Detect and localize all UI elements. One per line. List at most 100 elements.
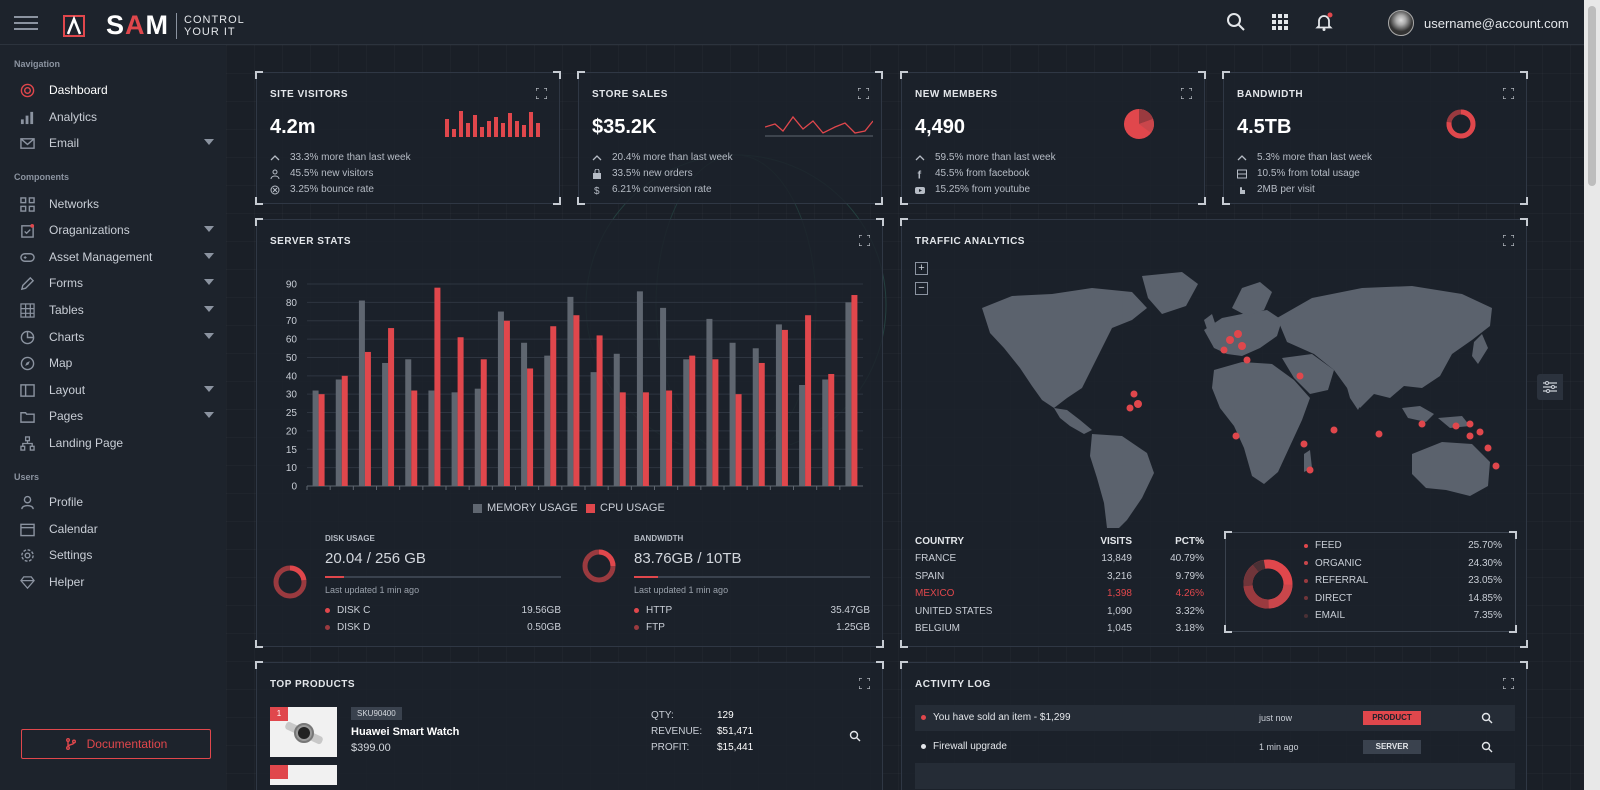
nav-section-title: Components [14, 172, 69, 182]
expand-icon[interactable] [1503, 235, 1514, 246]
search-icon[interactable] [1481, 741, 1493, 753]
svg-text:$: $ [594, 186, 600, 195]
nav-item-email[interactable]: Email [20, 133, 220, 153]
bell-icon[interactable] [1314, 12, 1334, 32]
source-label: FEED [1304, 540, 1342, 551]
nav-item-helper[interactable]: Helper [20, 572, 220, 592]
y-tick-label: 50 [286, 353, 298, 364]
nav-item-calendar[interactable]: Calendar [20, 519, 220, 539]
profit-label: PROFIT: [651, 742, 690, 753]
logo[interactable]: SAM CONTROL YOUR IT [62, 10, 245, 41]
nav-item-dashboard[interactable]: Dashboard [20, 80, 220, 100]
world-map[interactable] [942, 258, 1502, 528]
memory-bar [358, 300, 365, 486]
nav-item-charts[interactable]: Charts [20, 327, 220, 347]
nav-item-forms[interactable]: Forms [20, 273, 220, 293]
gear-icon [21, 548, 34, 562]
activity-row[interactable] [915, 763, 1515, 789]
nav-item-layout[interactable]: Layout [20, 380, 220, 400]
menu-icon[interactable] [14, 16, 38, 30]
nav-item-analytics[interactable]: Analytics [20, 107, 220, 127]
page-scrollbar[interactable] [1584, 0, 1600, 790]
server-stats-panel: SERVER STATS 0 10 15 20 25 30 40 50 60 70 80 90 MEM… [255, 218, 884, 648]
organizations-icon [21, 223, 35, 238]
source-value: 23.05% [1468, 575, 1502, 586]
panel-title: ACTIVITY LOG [915, 679, 991, 690]
nav-item-pages[interactable]: Pages [20, 406, 220, 426]
activity-row[interactable]: You have sold an item - $1,299 just now … [915, 705, 1515, 731]
expand-icon[interactable] [1503, 678, 1514, 689]
source-label: ORGANIC [1304, 558, 1362, 569]
nav-item-profile[interactable]: Profile [20, 492, 220, 512]
product-name[interactable]: Huawei Smart Watch [351, 726, 460, 738]
http-value: 35.47GB [830, 605, 870, 616]
activity-tag-server[interactable]: SERVER [1363, 740, 1421, 754]
sidebar: Navigation Dashboard Analytics Email Com… [0, 45, 226, 790]
chevron-down-icon[interactable] [204, 333, 214, 339]
http-label: HTTP [634, 605, 672, 616]
country-cell: FRANCE [915, 553, 957, 564]
user-menu[interactable]: username@account.com [1388, 10, 1569, 36]
activity-tag-product[interactable]: PRODUCT [1363, 711, 1421, 725]
memory-bar [636, 291, 643, 486]
search-icon[interactable] [849, 730, 861, 742]
activity-row[interactable]: Firewall upgrade 1 min ago SERVER [915, 734, 1515, 760]
expand-icon[interactable] [859, 678, 870, 689]
nav-item-organizations[interactable]: Oraganizations [20, 220, 220, 240]
disk-c-value: 19.56GB [521, 605, 561, 616]
chevron-down-icon[interactable] [204, 279, 214, 285]
apps-grid-icon[interactable] [1270, 12, 1290, 32]
map-zoom-in-button[interactable]: + [915, 262, 928, 275]
chevron-down-icon[interactable] [204, 139, 214, 145]
search-icon[interactable] [1481, 712, 1493, 724]
cpu-bar [642, 392, 649, 486]
settings-toggle-button[interactable] [1537, 374, 1563, 400]
expand-icon[interactable] [859, 235, 870, 246]
documentation-button[interactable]: Documentation [21, 729, 211, 759]
map-zoom-out-button[interactable]: − [915, 282, 928, 295]
visits-cell: 3,216 [1106, 570, 1132, 582]
nav-item-landing-page[interactable]: Landing Page [20, 433, 220, 453]
card-value: 4,490 [915, 116, 966, 138]
search-icon[interactable] [1226, 12, 1246, 32]
visits-cell: 1,045 [1106, 623, 1132, 634]
cpu-bar [503, 320, 510, 486]
bandwidth-value: 83.76GB / 10TB [634, 550, 742, 567]
memory-bar [683, 359, 690, 486]
chevron-down-icon[interactable] [204, 412, 214, 418]
smart-watch-image [285, 721, 323, 745]
visits-cell: 1,398 [1106, 588, 1132, 599]
disk-updated: Last updated 1 min ago [325, 585, 420, 595]
scrollbar-thumb[interactable] [1588, 6, 1596, 186]
nav-item-networks[interactable]: Networks [20, 194, 220, 214]
top-products-panel: TOP PRODUCTS 1 SKU90400 Huawei Smart Wat… [255, 661, 884, 790]
cpu-bar [573, 315, 580, 486]
chevron-up-icon [592, 154, 602, 160]
memory-bar [382, 362, 389, 486]
nav-item-map[interactable]: Map [20, 353, 220, 373]
cpu-bar [480, 359, 487, 486]
country-header: COUNTRY [915, 536, 965, 547]
card-title: STORE SALES [592, 89, 668, 100]
nav-item-asset-management[interactable]: Asset Management [20, 247, 220, 267]
pages-icon [20, 411, 35, 423]
y-tick-label: 90 [286, 280, 298, 291]
card-title: NEW MEMBERS [915, 89, 998, 100]
nav-item-tables[interactable]: Tables [20, 300, 220, 320]
activity-time: 1 min ago [1259, 742, 1299, 752]
expand-icon[interactable] [536, 88, 547, 99]
expand-icon[interactable] [858, 88, 869, 99]
revenue-value: $51,471 [717, 726, 754, 737]
chevron-down-icon[interactable] [204, 386, 214, 392]
nav-item-settings[interactable]: Settings [20, 545, 220, 565]
cpu-bar [457, 337, 464, 486]
chevron-down-icon[interactable] [204, 253, 214, 259]
expand-icon[interactable] [1503, 88, 1514, 99]
chevron-down-icon[interactable] [204, 226, 214, 232]
networks-icon [20, 196, 35, 212]
store-sales-card: STORE SALES $35.2K 20.4% more than last … [577, 71, 883, 205]
expand-icon[interactable] [1181, 88, 1192, 99]
product-price: $399.00 [351, 742, 391, 754]
chevron-down-icon[interactable] [204, 306, 214, 312]
bandwidth-updated: Last updated 1 min ago [634, 585, 729, 595]
